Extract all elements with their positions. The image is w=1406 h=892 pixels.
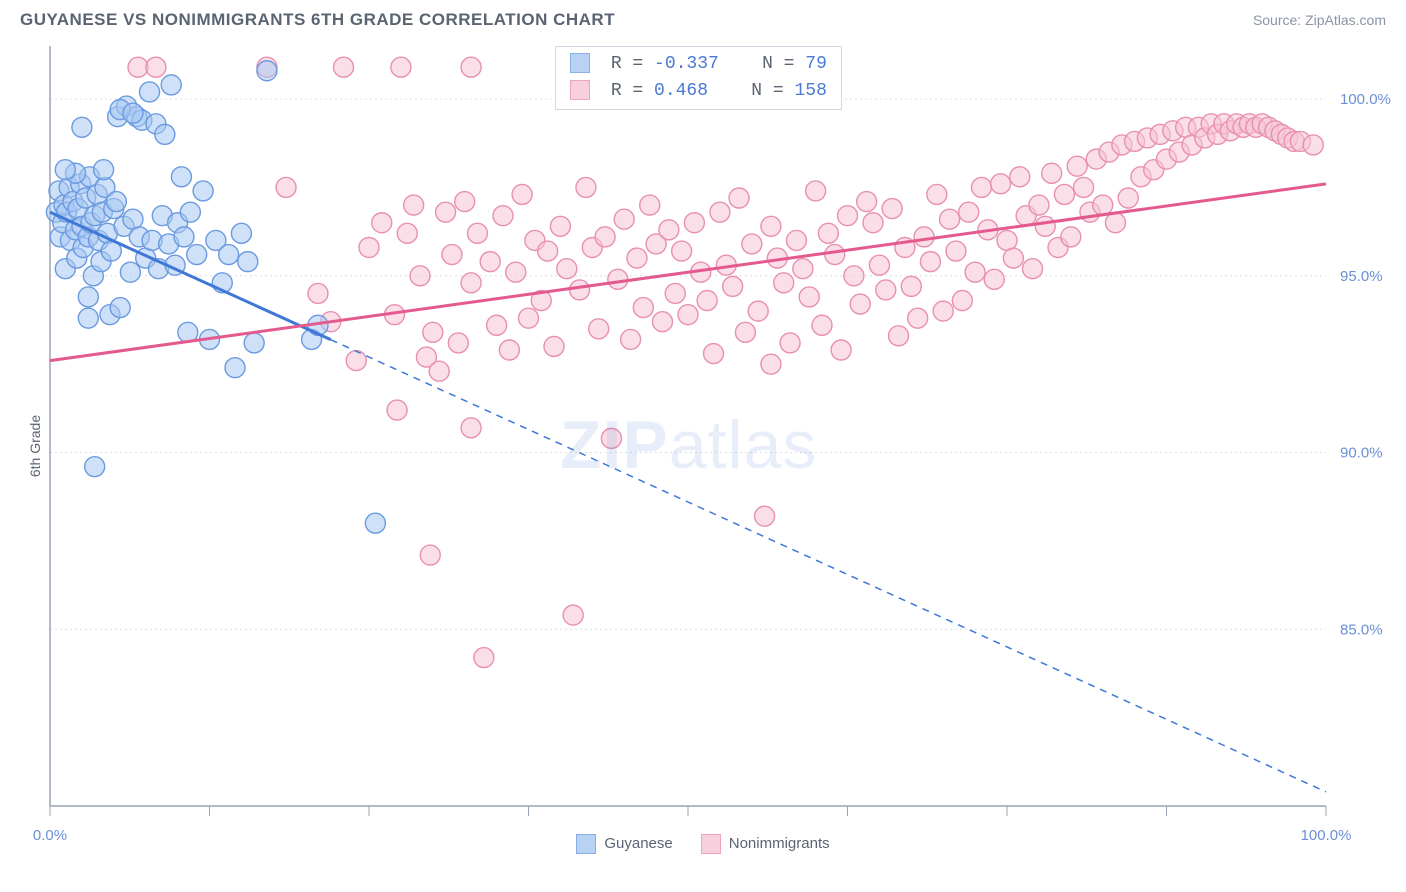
legend-item: Nonimmigrants [701, 834, 830, 854]
scatter-chart: 85.0%90.0%95.0%100.0%0.0%100.0% [0, 36, 1406, 846]
legend: Guyanese Nonimmigrants [0, 834, 1406, 854]
svg-text:95.0%: 95.0% [1340, 268, 1383, 285]
stat-box: R = -0.337 N = 79 R = 0.468 N = 158 [555, 46, 842, 110]
chart-title: GUYANESE VS NONIMMIGRANTS 6TH GRADE CORR… [20, 10, 615, 30]
svg-text:100.0%: 100.0% [1340, 91, 1391, 108]
chart-container: 6th Grade 85.0%90.0%95.0%100.0%0.0%100.0… [0, 36, 1406, 856]
source-label: Source: ZipAtlas.com [1253, 12, 1386, 28]
stat-row: R = 0.468 N = 158 [570, 78, 827, 105]
svg-text:90.0%: 90.0% [1340, 445, 1383, 462]
y-axis-label: 6th Grade [27, 415, 43, 477]
stat-row: R = -0.337 N = 79 [570, 51, 827, 78]
legend-item: Guyanese [576, 834, 672, 854]
svg-text:85.0%: 85.0% [1340, 621, 1383, 638]
